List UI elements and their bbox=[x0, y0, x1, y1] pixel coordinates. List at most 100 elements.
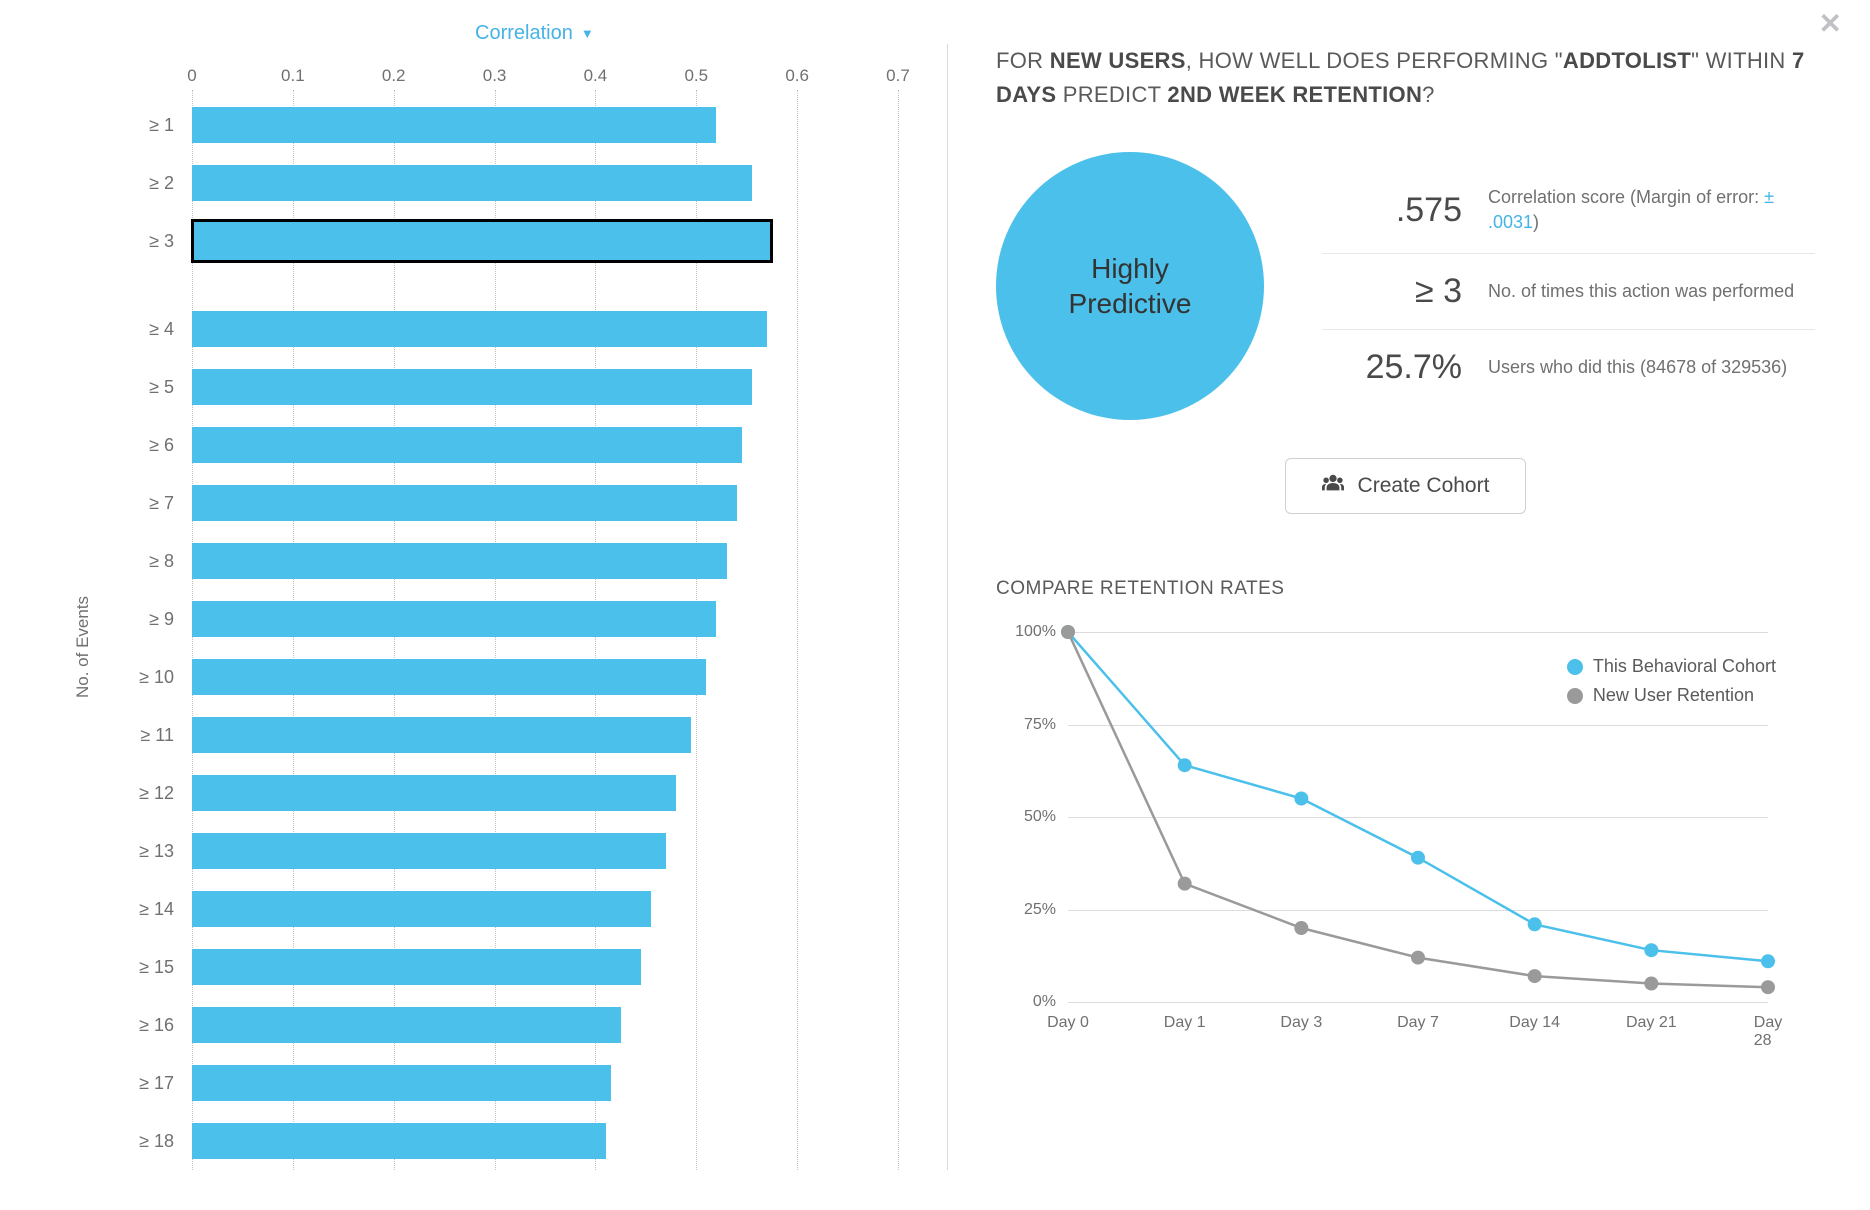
bar-fill bbox=[192, 833, 666, 869]
x-tick-label: Day 3 bbox=[1280, 1014, 1322, 1032]
bar-label: ≥ 6 bbox=[130, 435, 192, 456]
bar-row[interactable]: ≥ 18 bbox=[130, 1112, 925, 1170]
bar-label: ≥ 10 bbox=[130, 667, 192, 688]
bar-row[interactable]: ≥ 3 bbox=[130, 212, 925, 270]
bar-fill bbox=[192, 1123, 606, 1159]
bar-fill bbox=[192, 107, 716, 143]
create-cohort-button[interactable]: Create Cohort bbox=[1285, 458, 1527, 514]
bar-row[interactable]: ≥ 12 bbox=[130, 764, 925, 822]
stats-list: .575 Correlation score (Margin of error: … bbox=[1322, 167, 1815, 405]
correlation-dropdown[interactable]: Correlation ▼ bbox=[475, 22, 594, 45]
bar-label: ≥ 14 bbox=[130, 899, 192, 920]
x-tick: 0.1 bbox=[281, 66, 305, 86]
chevron-down-icon: ▼ bbox=[581, 26, 594, 41]
bar-label: ≥ 2 bbox=[130, 173, 192, 194]
bar-label: ≥ 15 bbox=[130, 957, 192, 978]
bar-label: ≥ 3 bbox=[130, 231, 192, 252]
button-label: Create Cohort bbox=[1358, 474, 1490, 498]
x-tick-label: Day 7 bbox=[1397, 1014, 1439, 1032]
x-tick: 0 bbox=[187, 66, 196, 86]
bar-row[interactable]: ≥ 8 bbox=[130, 532, 925, 590]
retention-line-chart: This Behavioral CohortNew User Retention… bbox=[996, 622, 1786, 1052]
bar-label: ≥ 5 bbox=[130, 377, 192, 398]
bar-label: ≥ 12 bbox=[130, 783, 192, 804]
bar-fill bbox=[192, 1065, 611, 1101]
bar-label: ≥ 1 bbox=[130, 115, 192, 136]
bar-row[interactable]: ≥ 16 bbox=[130, 996, 925, 1054]
bar-label: ≥ 13 bbox=[130, 841, 192, 862]
close-icon[interactable]: ✕ bbox=[1819, 10, 1842, 38]
stat-value: 25.7% bbox=[1322, 348, 1462, 387]
compare-title: COMPARE RETENTION RATES bbox=[996, 578, 1815, 600]
y-tick-label: 50% bbox=[996, 808, 1056, 826]
bar-row[interactable]: ≥ 7 bbox=[130, 474, 925, 532]
stat-desc: Users who did this (84678 of 329536) bbox=[1488, 355, 1815, 380]
x-tick-label: Day 28 bbox=[1754, 1014, 1782, 1050]
bars-area: ≥ 1 ≥ 2 ≥ 3 ≥ 4 ≥ 5 ≥ 6 ≥ 7 ≥ 8 ≥ 9 ≥ 10 ≥ 11 ≥ 12 ≥… bbox=[130, 96, 925, 1170]
line-chart-svg bbox=[1068, 632, 1768, 1002]
summary-row: Highly Predictive .575 Correlation score … bbox=[996, 152, 1815, 420]
bar-row[interactable]: ≥ 13 bbox=[130, 822, 925, 880]
bar-label: ≥ 9 bbox=[130, 609, 192, 630]
detail-panel: FOR NEW USERS, HOW WELL DOES PERFORMING … bbox=[996, 18, 1835, 1170]
x-tick-label: Day 0 bbox=[1047, 1014, 1089, 1032]
bar-fill bbox=[192, 1007, 621, 1043]
bar-row[interactable]: ≥ 5 bbox=[130, 358, 925, 416]
bar-row[interactable]: ≥ 4 bbox=[130, 300, 925, 358]
bar-row[interactable]: ≥ 9 bbox=[130, 590, 925, 648]
bar-row[interactable]: ≥ 1 bbox=[130, 96, 925, 154]
bar-fill bbox=[192, 485, 737, 521]
bar-row[interactable]: ≥ 10 bbox=[130, 648, 925, 706]
bar-fill bbox=[192, 369, 752, 405]
bar-row[interactable]: ≥ 15 bbox=[130, 938, 925, 996]
x-tick: 0.6 bbox=[785, 66, 809, 86]
stat-row: .575 Correlation score (Margin of error: … bbox=[1322, 167, 1815, 254]
dropdown-label: Correlation bbox=[475, 22, 573, 45]
x-tick-label: Day 21 bbox=[1626, 1014, 1677, 1032]
bar-fill bbox=[192, 659, 706, 695]
stat-desc: Correlation score (Margin of error: ± .0… bbox=[1488, 185, 1815, 235]
vertical-divider bbox=[947, 44, 948, 1170]
bar-label: ≥ 16 bbox=[130, 1015, 192, 1036]
x-tick-label: Day 14 bbox=[1509, 1014, 1560, 1032]
x-tick-label: Day 1 bbox=[1164, 1014, 1206, 1032]
stat-row: 25.7% Users who did this (84678 of 329536… bbox=[1322, 330, 1815, 405]
stat-row: ≥ 3 No. of times this action was performe… bbox=[1322, 254, 1815, 330]
bar-label: ≥ 17 bbox=[130, 1073, 192, 1094]
bar-fill bbox=[192, 891, 651, 927]
x-tick: 0.7 bbox=[886, 66, 910, 86]
stat-value: .575 bbox=[1322, 191, 1462, 230]
bar-fill bbox=[192, 717, 691, 753]
bar-fill bbox=[192, 165, 752, 201]
bar-row[interactable]: ≥ 6 bbox=[130, 416, 925, 474]
correlation-panel: No. of Events Correlation ▼ 0 0.1 0.2 0.3 0.… bbox=[55, 18, 925, 1170]
x-tick: 0.5 bbox=[684, 66, 708, 86]
bar-label: ≥ 8 bbox=[130, 551, 192, 572]
bar-fill bbox=[192, 220, 772, 262]
bar-row[interactable]: ≥ 2 bbox=[130, 154, 925, 212]
y-tick-label: 75% bbox=[996, 716, 1056, 734]
predictive-circle: Highly Predictive bbox=[996, 152, 1264, 420]
y-tick-label: 0% bbox=[996, 993, 1056, 1011]
bar-row[interactable]: ≥ 11 bbox=[130, 706, 925, 764]
bar-fill bbox=[192, 543, 727, 579]
bar-row[interactable]: ≥ 17 bbox=[130, 1054, 925, 1112]
y-axis-label: No. of Events bbox=[73, 596, 93, 698]
bar-fill bbox=[192, 775, 676, 811]
x-tick: 0.3 bbox=[483, 66, 507, 86]
x-axis-ticks: 00.10.20.30.40.50.60.7 bbox=[192, 66, 898, 90]
bar-label: ≥ 11 bbox=[130, 725, 192, 746]
bar-label: ≥ 18 bbox=[130, 1131, 192, 1152]
bar-fill bbox=[192, 427, 742, 463]
bar-fill bbox=[192, 601, 716, 637]
stat-value: ≥ 3 bbox=[1322, 272, 1462, 311]
analytics-panel: ✕ No. of Events Correlation ▼ 0 0.1 0.2 0.3… bbox=[0, 0, 1870, 1170]
x-tick: 0.2 bbox=[382, 66, 406, 86]
y-tick-label: 100% bbox=[996, 623, 1056, 641]
users-icon bbox=[1322, 473, 1344, 499]
bar-row[interactable]: ≥ 14 bbox=[130, 880, 925, 938]
bar-chart: Correlation ▼ 00.10.20.30.40.50.60.7 ≥ 1… bbox=[130, 66, 925, 1170]
bar-fill bbox=[192, 949, 641, 985]
stat-desc: No. of times this action was performed bbox=[1488, 279, 1815, 304]
y-tick-label: 25% bbox=[996, 901, 1056, 919]
